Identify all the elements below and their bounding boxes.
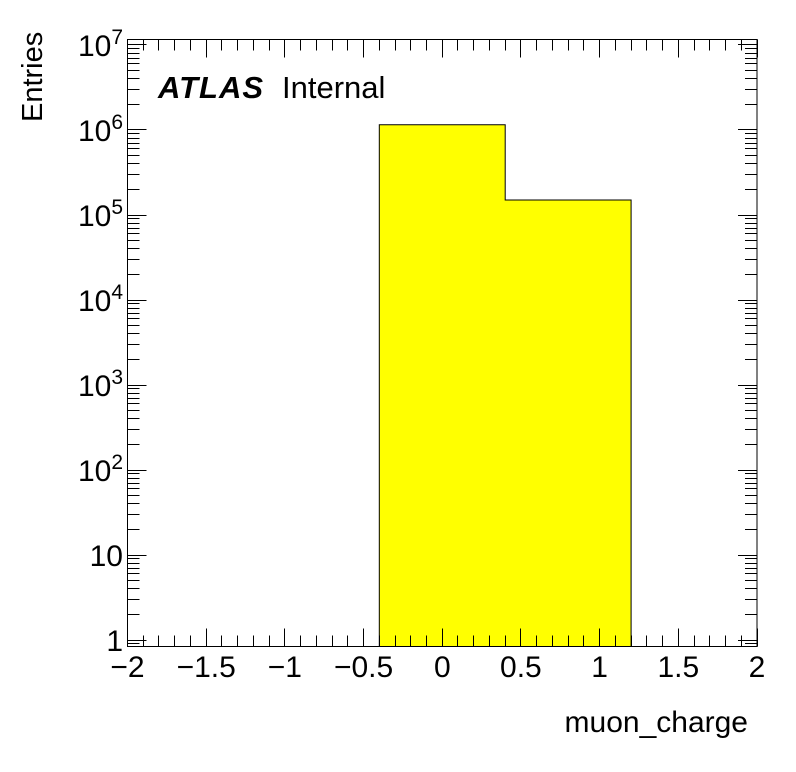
y-tick-label: 10 <box>90 540 123 573</box>
x-tick-label: 1 <box>591 651 608 684</box>
y-tick-label: 107 <box>78 26 123 63</box>
x-tick-label: 0.5 <box>500 651 542 684</box>
atlas-label: ATLAS <box>157 70 264 105</box>
axis-ticks <box>127 39 758 647</box>
x-tick-label: −2 <box>110 651 144 684</box>
x-axis-title: muon_charge <box>565 706 748 739</box>
internal-label: Internal <box>282 70 385 105</box>
y-tick-label: 105 <box>78 196 123 233</box>
x-tick-label: −1.5 <box>177 651 236 684</box>
x-tick-label: 1.5 <box>657 651 699 684</box>
y-tick-label: 104 <box>78 281 123 318</box>
y-tick-label: 106 <box>78 111 123 148</box>
x-tick-label: −1 <box>268 651 302 684</box>
x-tick-label: 0 <box>434 651 451 684</box>
y-tick-labels: 1 10 102 103 104 105 106 107 <box>78 26 123 658</box>
y-axis-title: Entries <box>17 32 49 122</box>
y-tick-label: 1 <box>106 625 123 658</box>
x-tick-label: 2 <box>749 651 766 684</box>
y-tick-label: 102 <box>78 451 123 488</box>
y-tick-label: 103 <box>78 366 123 403</box>
x-tick-label: −0.5 <box>334 651 393 684</box>
histogram-muon-charge <box>378 124 632 647</box>
x-tick-labels: −2 −1.5 −1 −0.5 0 0.5 1 1.5 2 <box>110 651 765 684</box>
